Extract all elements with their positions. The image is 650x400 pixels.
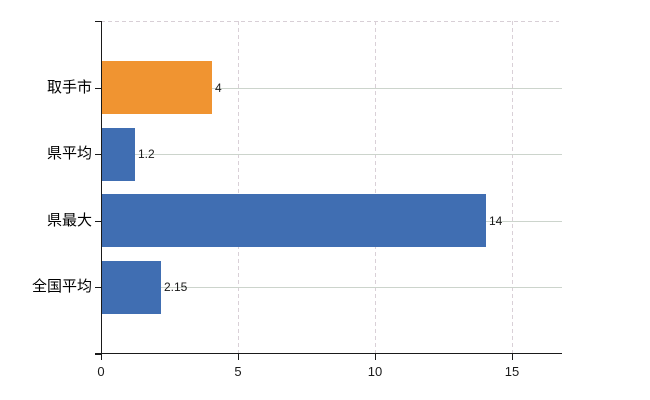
category-label: 取手市 xyxy=(46,79,92,96)
y-axis-tick xyxy=(95,221,101,222)
category-label: 県平均 xyxy=(46,145,92,162)
bar-value-label: 1.2 xyxy=(138,147,155,161)
x-axis-tick xyxy=(238,354,239,360)
bar-value-label: 14 xyxy=(489,214,503,228)
x-axis-tick-label: 5 xyxy=(234,364,242,379)
bar-default xyxy=(102,261,161,314)
bar-default xyxy=(102,128,135,181)
bar-highlight xyxy=(102,61,212,114)
x-axis-tick-label: 15 xyxy=(504,364,520,379)
row-gridline xyxy=(101,287,562,288)
y-axis-tick xyxy=(95,287,101,288)
vertical-gridline xyxy=(512,21,513,354)
y-axis-tick xyxy=(95,88,101,89)
x-axis-tick-label: 10 xyxy=(367,364,383,379)
plot-area: 4 取手市 1.2 県平均 14 県最大 2.15 全国平均 0 5 10 15 xyxy=(32,21,562,379)
x-axis-tick xyxy=(512,354,513,360)
bar-value-label: 2.15 xyxy=(164,280,188,294)
y-axis-tick xyxy=(95,21,101,22)
vertical-gridline xyxy=(375,21,376,354)
row-gridline xyxy=(101,88,562,89)
x-axis-tick xyxy=(101,354,102,360)
category-label: 県最大 xyxy=(46,212,92,229)
y-axis-tick xyxy=(95,154,101,155)
y-axis-line xyxy=(101,21,102,354)
plot-top-border xyxy=(101,21,559,22)
category-label: 全国平均 xyxy=(31,278,92,295)
x-axis-tick xyxy=(375,354,376,360)
bar-default xyxy=(102,194,486,247)
vertical-gridline xyxy=(238,21,239,354)
y-axis-tick xyxy=(95,354,101,355)
row-gridline xyxy=(101,154,562,155)
bar-value-label: 4 xyxy=(215,81,222,95)
x-axis-tick-label: 0 xyxy=(97,364,105,379)
x-axis-line xyxy=(95,353,562,354)
